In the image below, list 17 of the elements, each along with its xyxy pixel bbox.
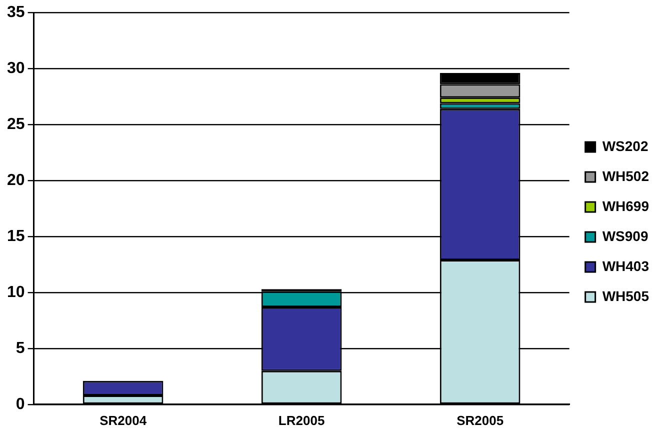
- y-tick-label: 15: [7, 228, 25, 245]
- x-tick-label: SR2005: [456, 412, 504, 428]
- legend-label: WS202: [602, 138, 648, 154]
- legend-label: WH502: [602, 168, 650, 184]
- legend-label: WS909: [602, 228, 648, 244]
- x-tick-label: SR2004: [100, 412, 148, 428]
- y-tick-label: 10: [7, 284, 25, 301]
- legend-label: WH403: [602, 258, 650, 274]
- y-tick-label: 30: [7, 60, 25, 77]
- legend-label: WH699: [602, 198, 650, 214]
- y-tick-label: 5: [16, 340, 25, 357]
- y-tick-label: 25: [7, 116, 25, 133]
- y-tick-label: 0: [16, 396, 25, 413]
- y-tick-label: 35: [7, 4, 25, 22]
- y-tick-label: 20: [7, 172, 25, 189]
- x-tick-label: LR2005: [278, 412, 325, 428]
- legend-label: WH505: [602, 288, 650, 304]
